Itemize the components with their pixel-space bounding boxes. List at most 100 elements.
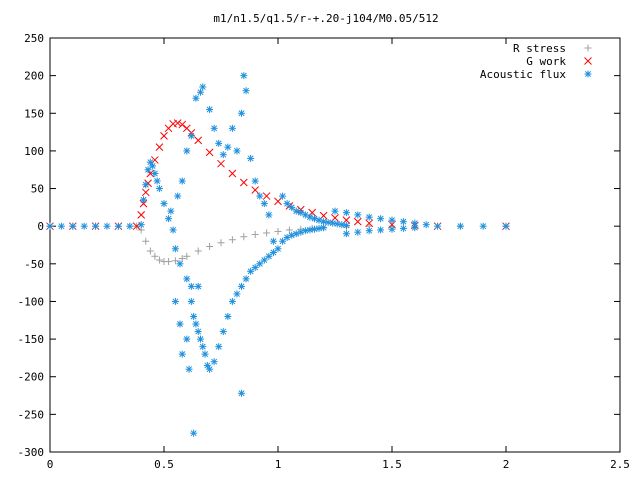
g-work-point <box>205 148 214 157</box>
acoustic-flux-point <box>146 158 154 166</box>
g-work-point <box>155 143 164 151</box>
r-stress-point <box>217 239 225 247</box>
acoustic-flux-point <box>224 313 232 321</box>
acoustic-flux-point <box>187 282 195 290</box>
acoustic-flux-point <box>265 252 273 260</box>
y-tick-label: -100 <box>18 295 45 308</box>
r-stress-point <box>228 236 236 244</box>
acoustic-flux-point <box>338 221 346 229</box>
legend-star-icon <box>584 70 592 78</box>
acoustic-flux-point <box>388 216 396 224</box>
g-work-point <box>217 159 225 168</box>
acoustic-flux-point <box>422 221 430 229</box>
acoustic-flux-point <box>238 282 246 290</box>
acoustic-flux-point <box>324 218 332 226</box>
acoustic-flux-point <box>377 215 385 223</box>
acoustic-flux-point <box>149 162 157 170</box>
acoustic-flux-point <box>306 226 314 234</box>
g-work-point <box>194 136 203 145</box>
acoustic-flux-point <box>176 320 184 328</box>
acoustic-flux-point <box>310 225 318 233</box>
acoustic-flux-point <box>206 106 214 114</box>
acoustic-flux-point <box>279 237 287 245</box>
acoustic-flux-point <box>342 230 350 238</box>
acoustic-flux-point <box>155 185 163 193</box>
y-tick-label: -300 <box>18 446 45 459</box>
acoustic-flux-point <box>160 200 168 208</box>
legend-label: R stress <box>513 42 566 55</box>
x-tick-label: 1.5 <box>382 458 402 471</box>
acoustic-flux-point <box>199 83 207 91</box>
g-work-point <box>137 211 146 219</box>
acoustic-flux-point <box>331 207 339 215</box>
g-work-point <box>178 120 187 129</box>
g-work-point <box>239 178 248 187</box>
x-tick-label: 1 <box>275 458 282 471</box>
acoustic-flux-point <box>238 109 246 117</box>
data-marks <box>46 72 510 437</box>
y-tick-label: -50 <box>24 258 44 271</box>
acoustic-flux-point <box>320 218 328 226</box>
acoustic-flux-point <box>247 154 255 162</box>
legend-plus-icon <box>584 44 592 52</box>
g-work-point <box>228 169 237 178</box>
acoustic-flux-point <box>203 361 211 369</box>
acoustic-flux-point <box>153 177 161 185</box>
acoustic-flux-point <box>192 94 200 102</box>
acoustic-flux-point <box>269 249 277 257</box>
acoustic-flux-point <box>388 225 396 233</box>
acoustic-flux-point <box>365 227 373 235</box>
acoustic-flux-point <box>283 200 291 208</box>
legend-label: Acoustic flux <box>480 68 566 81</box>
acoustic-flux-point <box>192 320 200 328</box>
r-stress-point <box>183 252 191 260</box>
acoustic-flux-point <box>320 224 328 232</box>
acoustic-flux-point <box>377 226 385 234</box>
acoustic-flux-point <box>279 192 287 200</box>
acoustic-flux-point <box>183 147 191 155</box>
acoustic-flux-point <box>151 169 159 177</box>
acoustic-flux-point <box>210 358 218 366</box>
acoustic-flux-point <box>183 335 191 343</box>
x-tick-label: 0 <box>47 458 54 471</box>
acoustic-flux-point <box>301 227 309 235</box>
acoustic-flux-point <box>242 275 250 283</box>
acoustic-flux-point <box>169 226 177 234</box>
acoustic-flux-point <box>167 207 175 215</box>
x-tick-label: 2.5 <box>610 458 630 471</box>
acoustic-flux-point <box>126 222 134 230</box>
acoustic-flux-point <box>434 222 442 230</box>
acoustic-flux-point <box>256 260 264 268</box>
acoustic-flux-point <box>502 222 510 230</box>
acoustic-flux-point <box>247 267 255 275</box>
acoustic-flux-point <box>190 429 198 437</box>
g-work-point <box>274 197 282 206</box>
y-tick-label: -150 <box>18 333 45 346</box>
acoustic-flux-point <box>194 328 202 336</box>
acoustic-flux-point <box>187 132 195 140</box>
acoustic-flux-point <box>165 215 173 223</box>
acoustic-flux-point <box>80 222 88 230</box>
y-tick-label: -250 <box>18 408 45 421</box>
acoustic-flux-point <box>187 297 195 305</box>
acoustic-flux-point <box>196 88 204 96</box>
r-stress-point <box>206 243 214 251</box>
acoustic-flux-point <box>342 221 350 229</box>
acoustic-flux-point <box>174 192 182 200</box>
acoustic-flux-point <box>240 72 248 80</box>
acoustic-flux-point <box>178 177 186 185</box>
plot-frame <box>49 37 621 453</box>
r-stress-point <box>142 237 150 245</box>
r-stress-point <box>171 257 179 265</box>
acoustic-flux-point <box>354 228 362 236</box>
acoustic-flux-point <box>215 139 223 147</box>
acoustic-flux-point <box>103 222 111 230</box>
acoustic-flux-point <box>256 192 264 200</box>
chart-title: m1/n1.5/q1.5/r-+.20-j104/M0.05/512 <box>213 12 438 25</box>
r-stress-point <box>165 258 173 266</box>
acoustic-flux-point <box>265 211 273 219</box>
acoustic-flux-point <box>365 213 373 221</box>
acoustic-flux-point <box>315 224 323 232</box>
r-stress-point <box>146 247 154 255</box>
